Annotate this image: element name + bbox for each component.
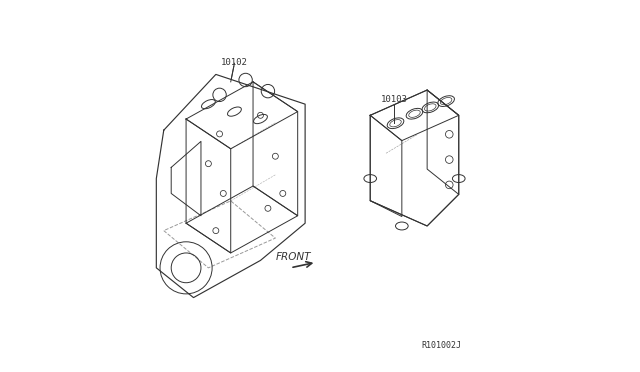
Text: 10103: 10103 (381, 95, 408, 104)
Text: R101002J: R101002J (421, 341, 461, 350)
Text: 10102: 10102 (221, 58, 248, 67)
Text: FRONT: FRONT (276, 252, 312, 262)
